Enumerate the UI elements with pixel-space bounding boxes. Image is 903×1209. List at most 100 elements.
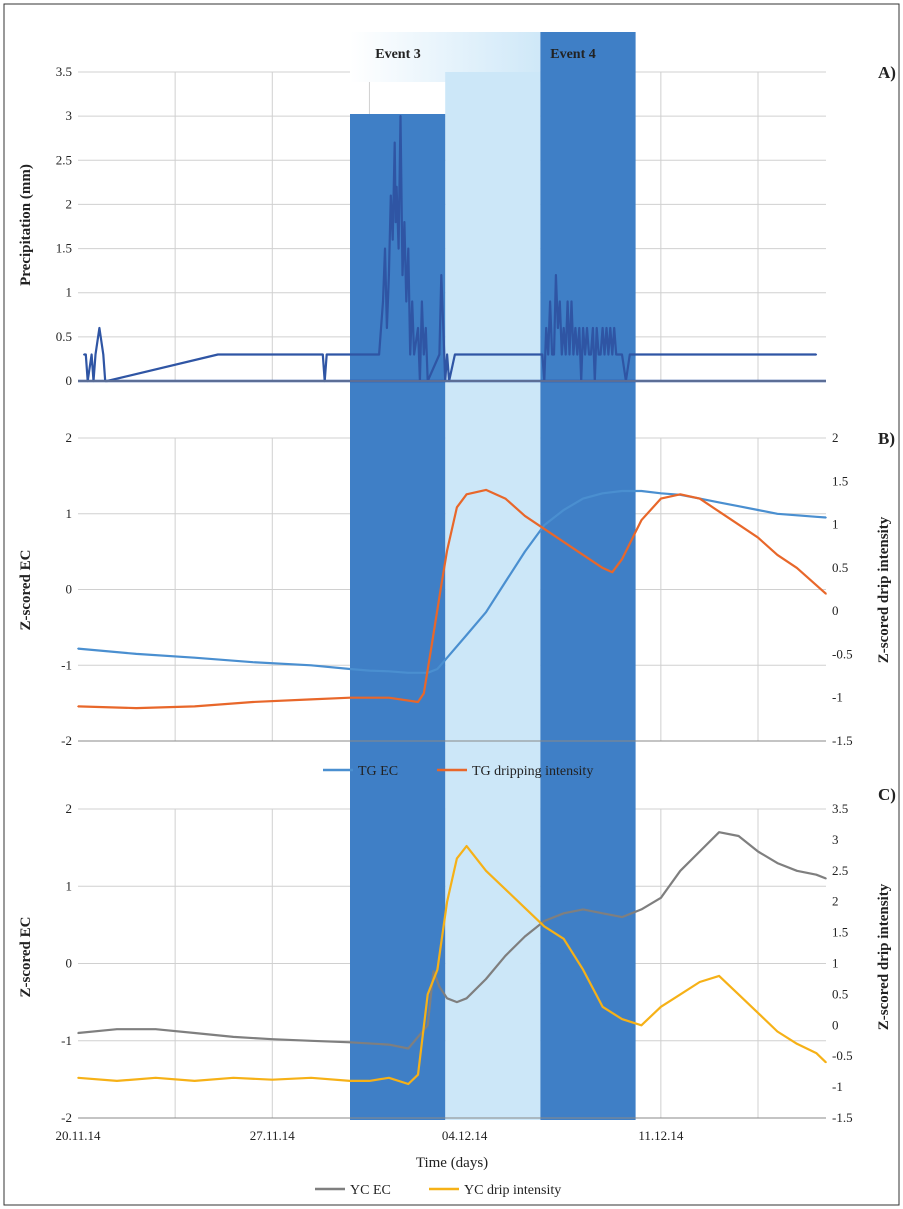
precipitation-point [588,353,590,356]
precipitation-point [219,353,221,356]
precipitation-point [568,353,571,356]
y-tick-label: 2 [66,196,73,211]
series-point [252,661,254,664]
series-point [660,897,662,899]
series-point [815,515,818,518]
y-right-tick-label: 1.5 [832,925,848,940]
precipitation-point [407,247,410,250]
y-right-tick-label: 2.5 [832,863,848,878]
y-tick-label: 1 [66,285,73,300]
precipitation-point [388,274,390,276]
series-point [796,1043,798,1045]
y-right-tick-label: -1.5 [832,1110,853,1125]
series-point [611,571,614,573]
precipitation-axis-label: Precipitation (mm) [18,164,34,286]
y-tick-label: 0.5 [56,329,72,344]
series-point [271,1078,274,1081]
series-point [436,668,439,670]
series-point [388,1077,390,1079]
series-point [504,497,507,500]
series-point [582,968,584,971]
precipitation-point [401,274,404,276]
precipitation-point [220,353,223,356]
series-point [737,505,740,507]
series-point [432,970,435,973]
precipitation-point [438,353,441,356]
y-right-tick-label: 0.5 [832,986,848,1001]
series-point [456,857,458,860]
panel-c-ec-axis-label: Z-scored EC [18,917,34,998]
event-4-label: Event 4 [550,47,596,62]
series-point [116,1028,118,1030]
series-line [77,489,827,674]
series-point [310,1077,312,1079]
y-tick-label: 3.5 [56,64,72,79]
series-point [349,696,351,699]
precipitation-point [570,300,573,303]
series-point [417,1073,419,1076]
series-point [796,567,798,569]
series-point [660,492,662,495]
series-point [232,1036,235,1038]
y-tick-label: 1 [66,506,73,521]
series-point [368,669,371,672]
series-point [440,584,443,586]
series-point [679,870,682,872]
precipitation-point [399,115,402,117]
series-point [524,935,526,938]
series-point [815,584,818,586]
series-point [407,1047,410,1050]
series-point [193,656,196,659]
panel-c-drip-axis-label: Z-scored drip intensity [876,883,892,1030]
precipitation-point [617,353,619,356]
precipitation-point [442,327,445,329]
series-point [349,668,351,670]
precipitation-point [557,327,559,329]
precipitation-point [325,353,328,356]
series-point [757,850,759,853]
legend-label-tg-drip: TG dripping intensity [472,764,593,779]
series-point [116,1080,118,1082]
precipitation-point [564,353,567,356]
y-tick-label: -2 [61,1110,72,1125]
series-point [582,908,584,911]
series-point [232,1077,235,1079]
y-tick-label: -1 [61,657,72,672]
panel-b-label: B) [878,429,895,448]
precipitation-point [615,353,617,356]
series-point [436,968,439,971]
labels: Event 3 Event 4 A) B) C) Precipitation (… [18,47,896,1198]
series-point [601,1005,604,1008]
series-point [543,524,546,526]
series-point [825,516,827,519]
series-point [524,515,526,517]
series-point [718,831,720,833]
y-right-tick-label: 1 [832,956,839,971]
precipitation-point [382,300,384,303]
precipitation-point [621,353,623,356]
series-point [640,1024,643,1027]
series-point [718,501,720,504]
y-tick-label: 2.5 [56,152,72,167]
precipitation-point [566,300,569,303]
series-point [193,1080,196,1082]
y-right-tick-label: 0 [832,603,839,618]
series-point [621,916,623,918]
precipitation-point [394,221,397,223]
series-point [776,512,779,515]
precipitation-point [547,353,549,356]
precipitation-point [94,353,97,356]
series-point [485,611,487,614]
precipitation-point [83,353,85,356]
precipitation-point [551,353,553,356]
x-tick-label: 27.11.14 [250,1128,296,1143]
series-point [543,920,546,922]
event-3-band [350,114,446,1120]
precipitation-point [572,353,575,356]
series-point [524,907,526,909]
precipitation-point [560,353,563,356]
legend-label-yc-ec: YC EC [350,1183,391,1198]
precipitation-point [559,300,561,303]
x-tick-label: 11.12.14 [638,1128,684,1143]
series-point [621,558,623,560]
